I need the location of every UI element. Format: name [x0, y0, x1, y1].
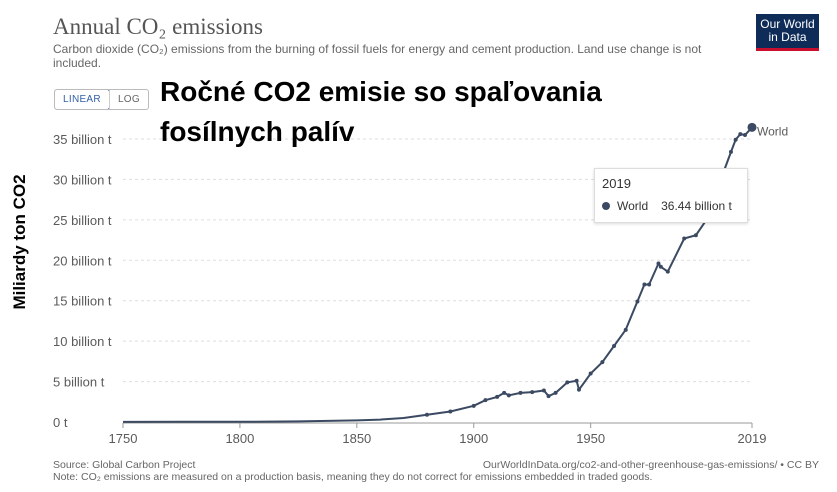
data-point — [623, 327, 628, 332]
data-point — [502, 390, 507, 395]
x-tick-label: 1900 — [459, 431, 488, 446]
y-tick-label: 30 billion t — [53, 172, 112, 187]
x-tick-label: 1750 — [109, 431, 138, 446]
logo-line-1: Our World — [760, 17, 815, 31]
note-text: Note: CO₂ emissions are measured on a pr… — [53, 471, 653, 483]
data-point — [728, 149, 733, 154]
data-point — [658, 264, 663, 269]
x-tick-label: 1850 — [342, 431, 371, 446]
data-point — [553, 390, 558, 395]
data-point — [642, 282, 647, 287]
overlay-title-line-2: fosílnych palív — [160, 116, 355, 147]
owid-logo[interactable]: Our World in Data — [756, 14, 819, 51]
data-point — [424, 412, 429, 417]
overlay-title: Ročné CO2 emisie so spaľovania fosílnych… — [160, 72, 602, 152]
data-point — [541, 388, 546, 393]
y-tick-label: 15 billion t — [53, 294, 112, 309]
chart-title: Annual CO₂ emissions — [53, 14, 263, 39]
data-point — [574, 378, 579, 383]
data-point — [576, 387, 581, 392]
data-point — [448, 409, 453, 414]
data-point — [530, 390, 535, 395]
y-axis-ticks: 0 t 5 billion t 10 billion t 15 billion t 20… — [53, 132, 112, 430]
chart-subtitle: Carbon dioxide (CO₂) emissions from the … — [53, 42, 702, 70]
y-tick-label: 5 billion t — [53, 375, 105, 390]
data-point — [600, 360, 605, 365]
data-point — [565, 380, 570, 385]
data-point — [733, 137, 738, 142]
data-point — [588, 371, 593, 376]
tooltip: 2019 World 36.44 billion t — [594, 168, 748, 223]
scale-toggle: LINEAR LOG — [54, 89, 149, 110]
x-tick-label: 2019 — [738, 431, 767, 446]
footer-url[interactable]: OurWorldInData.org/co2-and-other-greenho… — [482, 459, 819, 471]
x-tick-label: 1800 — [225, 431, 254, 446]
data-point — [665, 269, 670, 274]
series-dot-icon — [602, 202, 610, 210]
source-text[interactable]: Source: Global Carbon Project — [53, 459, 196, 471]
x-tick-label: 1950 — [576, 431, 605, 446]
data-point — [647, 282, 652, 287]
data-point — [546, 394, 551, 399]
y-tick-label: 25 billion t — [53, 213, 112, 228]
data-point — [738, 132, 743, 137]
data-point — [656, 261, 661, 266]
end-point-marker[interactable] — [747, 122, 757, 132]
y-tick-label: 0 t — [53, 415, 68, 430]
tooltip-year: 2019 — [602, 176, 631, 191]
data-point — [682, 236, 687, 241]
data-point — [506, 393, 511, 398]
overlay-title-line-1: Ročné CO2 emisie so spaľovania — [160, 76, 602, 107]
tooltip-value: 36.44 billion t — [661, 199, 732, 213]
y-tick-label: 10 billion t — [53, 334, 112, 349]
data-point — [742, 132, 747, 137]
tooltip-row: World 36.44 billion t — [602, 199, 740, 213]
data-point — [693, 233, 698, 238]
tooltip-series: World — [617, 199, 649, 213]
series-end-label: World — [757, 124, 788, 138]
data-point — [495, 394, 500, 399]
data-point — [471, 403, 476, 408]
data-point — [612, 343, 617, 348]
y-axis-label: Miliardy ton CO2 — [10, 174, 29, 310]
data-point — [518, 390, 523, 395]
data-point — [635, 299, 640, 304]
footer-source: Source: Global Carbon Project Note: CO₂ … — [53, 459, 652, 483]
y-tick-label: 20 billion t — [53, 253, 112, 268]
logo-line-2: in Data — [768, 30, 807, 44]
log-scale-button[interactable]: LOG — [108, 90, 148, 109]
data-point — [483, 398, 488, 403]
y-tick-label: 35 billion t — [53, 132, 112, 147]
x-axis: 1750 1800 1850 1900 1950 2019 — [109, 422, 767, 446]
